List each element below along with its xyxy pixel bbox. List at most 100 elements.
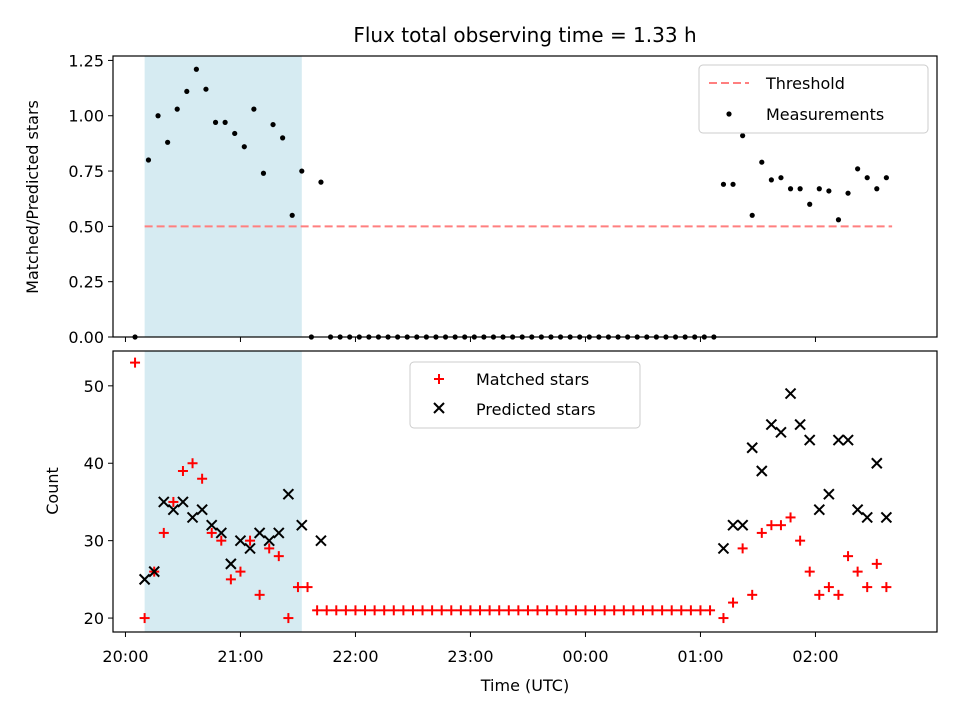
matched-stars-point	[637, 605, 648, 616]
measurements-legend-label: Measurements	[766, 105, 884, 124]
matched-stars-point	[618, 605, 629, 616]
threshold-legend-label: Threshold	[765, 74, 845, 93]
matched-stars-point	[254, 589, 265, 600]
predicted-stars-point	[158, 496, 170, 508]
predicted-stars-point	[756, 465, 768, 477]
top-panel: 0.00 0.25 0.50 0.75 1.00 1.25 Matched/Predict…	[23, 51, 938, 347]
x-stroke-b	[832, 434, 845, 446]
x-tick-label: 21:00	[217, 647, 263, 666]
y-tick-label: 1.00	[68, 107, 104, 126]
matched-stars-point	[705, 605, 716, 616]
measurement-point	[816, 186, 822, 192]
predicted-stars-point	[138, 573, 151, 586]
x-stroke-b	[215, 527, 227, 539]
predicted-stars-point	[148, 565, 160, 578]
x-stroke-b	[186, 511, 199, 524]
measurements-legend-swatch	[726, 111, 732, 117]
matched-stars-point	[216, 535, 227, 546]
predicted-stars-point	[823, 488, 835, 500]
x-stroke-b	[225, 558, 237, 570]
predicted-stars-point	[784, 387, 797, 400]
predicted-stars-point	[296, 519, 308, 531]
top-legend-box	[698, 64, 929, 134]
predicted-stars-point	[315, 534, 327, 547]
matched-stars-point	[532, 605, 543, 616]
x-stroke-b	[273, 527, 285, 539]
measurement-point	[145, 157, 152, 163]
top-x-ticks	[124, 337, 816, 342]
matched-stars-point	[747, 589, 758, 600]
x-stroke-b	[775, 426, 787, 438]
x-stroke-b	[804, 434, 816, 446]
matched-stars-point	[292, 582, 303, 593]
x-stroke-b	[842, 434, 854, 446]
x-stroke-b	[736, 519, 749, 531]
measurement-point	[855, 166, 861, 172]
x-tick-label: 22:00	[332, 647, 378, 666]
measurement-point	[184, 88, 190, 95]
matched-stars-point	[331, 605, 342, 616]
matched-stars-point	[676, 605, 687, 616]
measurement-point	[165, 139, 171, 145]
matched-stars-point	[522, 605, 533, 616]
x-tick-label: 00:00	[562, 647, 608, 666]
matched-stars-point	[795, 535, 806, 546]
matched-stars-point	[369, 605, 380, 616]
matched-stars-point	[283, 613, 294, 624]
measurement-point	[318, 179, 324, 185]
x-stroke-b	[158, 496, 170, 508]
matched-stars-point	[340, 605, 351, 616]
measurement-point	[299, 168, 305, 174]
measurement-point	[222, 119, 228, 125]
matched-stars-point	[206, 527, 217, 538]
y-tick-label: 0.50	[68, 217, 104, 236]
matched-stars-point	[139, 613, 150, 624]
y-tick-label: 0.00	[68, 328, 104, 347]
matched-stars-point	[503, 605, 514, 616]
matched-stars-point	[264, 543, 275, 554]
matched-stars-point	[494, 605, 505, 616]
matched-stars-point	[881, 582, 892, 593]
measurement-point	[749, 212, 755, 218]
matched-stars-point	[388, 605, 399, 616]
predicted-stars-point	[234, 534, 247, 547]
x-stroke-b	[784, 387, 797, 400]
measurement-point	[740, 133, 746, 139]
matched-stars-point	[436, 605, 447, 616]
y-tick-label: 20	[84, 609, 104, 628]
matched-stars-point	[685, 605, 696, 616]
matched-stars-point	[235, 566, 246, 577]
matched-stars-point	[360, 605, 371, 616]
matched-stars-point	[785, 512, 796, 523]
matched-stars-point	[197, 473, 208, 484]
matched-stars-point	[775, 520, 786, 531]
matched-stars-point	[657, 605, 668, 616]
measurement-point	[807, 201, 813, 207]
matched-stars-point	[455, 605, 466, 616]
matched-stars-point	[814, 589, 825, 600]
predicted-stars-point	[727, 519, 739, 531]
matched-stars-point	[302, 582, 313, 593]
matched-stars-point	[551, 605, 562, 616]
matched-stars-point	[695, 605, 706, 616]
y-tick-label: 50	[84, 377, 104, 396]
top-y-ticks: 0.00 0.25 0.50 0.75 1.00 1.25	[68, 51, 113, 347]
matched-stars-point	[766, 520, 777, 531]
x-stroke-b	[851, 503, 864, 516]
matched-stars-point	[168, 496, 179, 507]
matched-stars-point	[737, 543, 748, 554]
matched-stars-point	[833, 589, 844, 600]
x-stroke-b	[315, 534, 327, 547]
measurement-point	[845, 190, 851, 196]
matched-stars-point	[417, 605, 428, 616]
predicted-stars-point	[765, 418, 778, 431]
chart-title: Flux total observing time = 1.33 h	[353, 23, 696, 47]
measurement-point	[730, 181, 736, 187]
bottom-y-ticks: 20 30 40 50	[84, 377, 113, 628]
x-stroke-b	[167, 503, 180, 516]
measurement-point	[289, 212, 295, 218]
predicted-stars-point	[832, 434, 845, 446]
x-tick-label: 20:00	[102, 647, 148, 666]
matched-stars-point	[756, 527, 767, 538]
